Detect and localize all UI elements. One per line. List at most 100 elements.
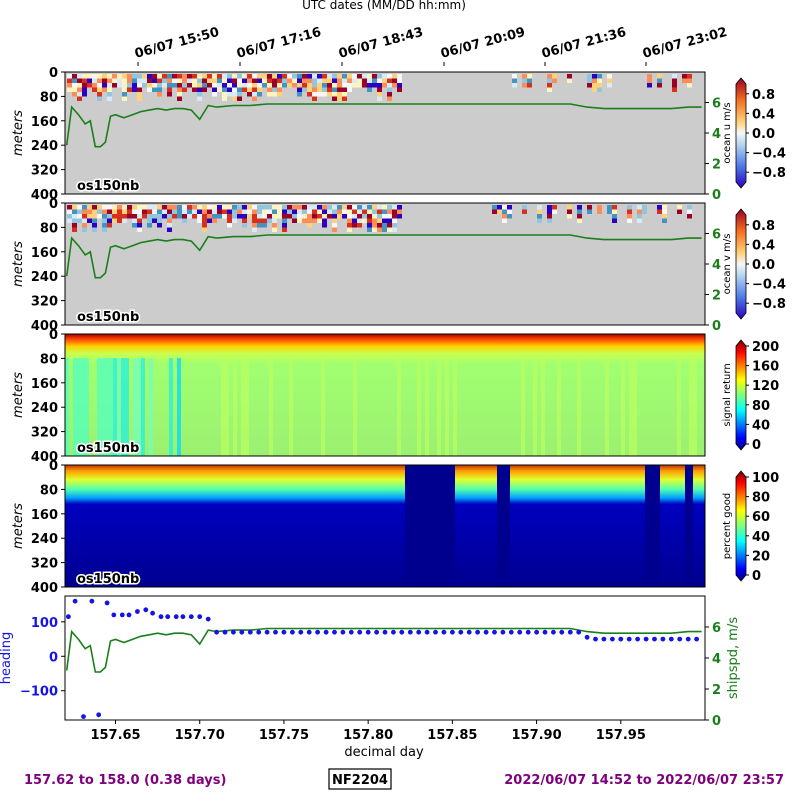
velocity-cell bbox=[307, 87, 312, 92]
x-axis-label: decimal day bbox=[344, 745, 424, 760]
y2-tick-label: 6 bbox=[712, 97, 721, 112]
velocity-cell bbox=[177, 96, 182, 101]
velocity-cell bbox=[332, 92, 337, 97]
signal-streak bbox=[77, 358, 81, 456]
velocity-cell bbox=[302, 78, 307, 83]
velocity-cell bbox=[157, 223, 162, 228]
velocity-cell bbox=[587, 78, 592, 83]
signal-streak bbox=[241, 358, 245, 456]
velocity-cell bbox=[357, 214, 362, 219]
velocity-cell bbox=[172, 209, 177, 214]
velocity-cell bbox=[312, 78, 317, 83]
velocity-cell bbox=[172, 214, 177, 219]
velocity-cell bbox=[392, 218, 397, 223]
colorbar-tick-label: 0.0 bbox=[752, 258, 775, 273]
velocity-cell bbox=[102, 223, 107, 228]
velocity-cell bbox=[282, 214, 287, 219]
velocity-cell bbox=[257, 92, 262, 97]
velocity-cell bbox=[367, 223, 372, 228]
velocity-cell bbox=[367, 78, 372, 83]
velocity-cell bbox=[382, 205, 387, 210]
y-tick-label: 240 bbox=[31, 532, 58, 547]
signal-streak bbox=[245, 358, 249, 456]
velocity-cell bbox=[197, 74, 202, 79]
velocity-cell bbox=[252, 214, 257, 219]
velocity-cell bbox=[672, 87, 677, 92]
velocity-cell bbox=[587, 74, 592, 79]
y2-tick-label: 2 bbox=[712, 683, 721, 698]
velocity-cell bbox=[112, 74, 117, 79]
y-tick-label: 320 bbox=[31, 164, 58, 179]
velocity-cell bbox=[362, 214, 367, 219]
velocity-cell bbox=[217, 214, 222, 219]
velocity-cell bbox=[197, 205, 202, 210]
velocity-cell bbox=[342, 87, 347, 92]
heading-point bbox=[104, 600, 110, 606]
velocity-cell bbox=[82, 92, 87, 97]
velocity-cell bbox=[502, 209, 507, 214]
velocity-cell bbox=[217, 209, 222, 214]
heading-point bbox=[677, 636, 683, 642]
velocity-cell bbox=[177, 87, 182, 92]
velocity-cell bbox=[217, 205, 222, 210]
signal-streak bbox=[113, 358, 117, 456]
velocity-cell bbox=[292, 214, 297, 219]
velocity-cell bbox=[312, 87, 317, 92]
velocity-cell bbox=[277, 78, 282, 83]
velocity-cell bbox=[312, 96, 317, 101]
velocity-cell bbox=[202, 218, 207, 223]
velocity-cell bbox=[362, 209, 367, 214]
colorbar-label: ocean v m/s bbox=[722, 234, 733, 295]
velocity-cell bbox=[202, 78, 207, 83]
velocity-cell bbox=[167, 78, 172, 83]
velocity-cell bbox=[287, 78, 292, 83]
velocity-cell bbox=[292, 78, 297, 83]
velocity-cell bbox=[307, 78, 312, 83]
shipspd-line bbox=[65, 627, 702, 673]
velocity-cell bbox=[257, 218, 262, 223]
velocity-cell bbox=[82, 223, 87, 228]
velocity-cell bbox=[92, 227, 97, 232]
colorbar-tick-label: 0.8 bbox=[752, 88, 775, 103]
panel-label: os150nb bbox=[77, 310, 139, 325]
signal-streak bbox=[233, 358, 237, 456]
velocity-cell bbox=[237, 96, 242, 101]
velocity-cell bbox=[67, 78, 72, 83]
velocity-cell bbox=[297, 214, 302, 219]
signal-streak bbox=[445, 358, 449, 456]
y-tick-label: 400 bbox=[31, 450, 58, 465]
heading-point bbox=[239, 629, 245, 635]
y-tick-label: 320 bbox=[31, 426, 58, 441]
velocity-cell bbox=[182, 83, 187, 88]
velocity-cell bbox=[567, 214, 572, 219]
velocity-cell bbox=[387, 96, 392, 101]
velocity-cell bbox=[87, 218, 92, 223]
velocity-cell bbox=[322, 92, 327, 97]
colorbar-tick-label: 20 bbox=[752, 549, 770, 564]
top-tick-label: 06/07 23:02 bbox=[641, 25, 729, 62]
velocity-cell bbox=[257, 214, 262, 219]
velocity-cell bbox=[162, 209, 167, 214]
velocity-cell bbox=[82, 214, 87, 219]
top-tick-label: 06/07 20:09 bbox=[439, 25, 527, 62]
velocity-cell bbox=[77, 87, 82, 92]
heading-point bbox=[576, 629, 582, 635]
velocity-cell bbox=[117, 83, 122, 88]
velocity-cell bbox=[122, 83, 127, 88]
velocity-cell bbox=[552, 78, 557, 83]
velocity-cell bbox=[242, 209, 247, 214]
velocity-cell bbox=[357, 78, 362, 83]
velocity-cell bbox=[307, 74, 312, 79]
velocity-cell bbox=[252, 96, 257, 101]
velocity-cell bbox=[367, 209, 372, 214]
velocity-cell bbox=[527, 78, 532, 83]
velocity-cell bbox=[647, 83, 652, 88]
heading-point bbox=[584, 634, 590, 640]
velocity-cell bbox=[137, 214, 142, 219]
velocity-cell bbox=[347, 227, 352, 232]
velocity-cell bbox=[302, 214, 307, 219]
velocity-cell bbox=[342, 78, 347, 83]
velocity-cell bbox=[642, 209, 647, 214]
velocity-cell bbox=[332, 218, 337, 223]
velocity-cell bbox=[362, 74, 367, 79]
